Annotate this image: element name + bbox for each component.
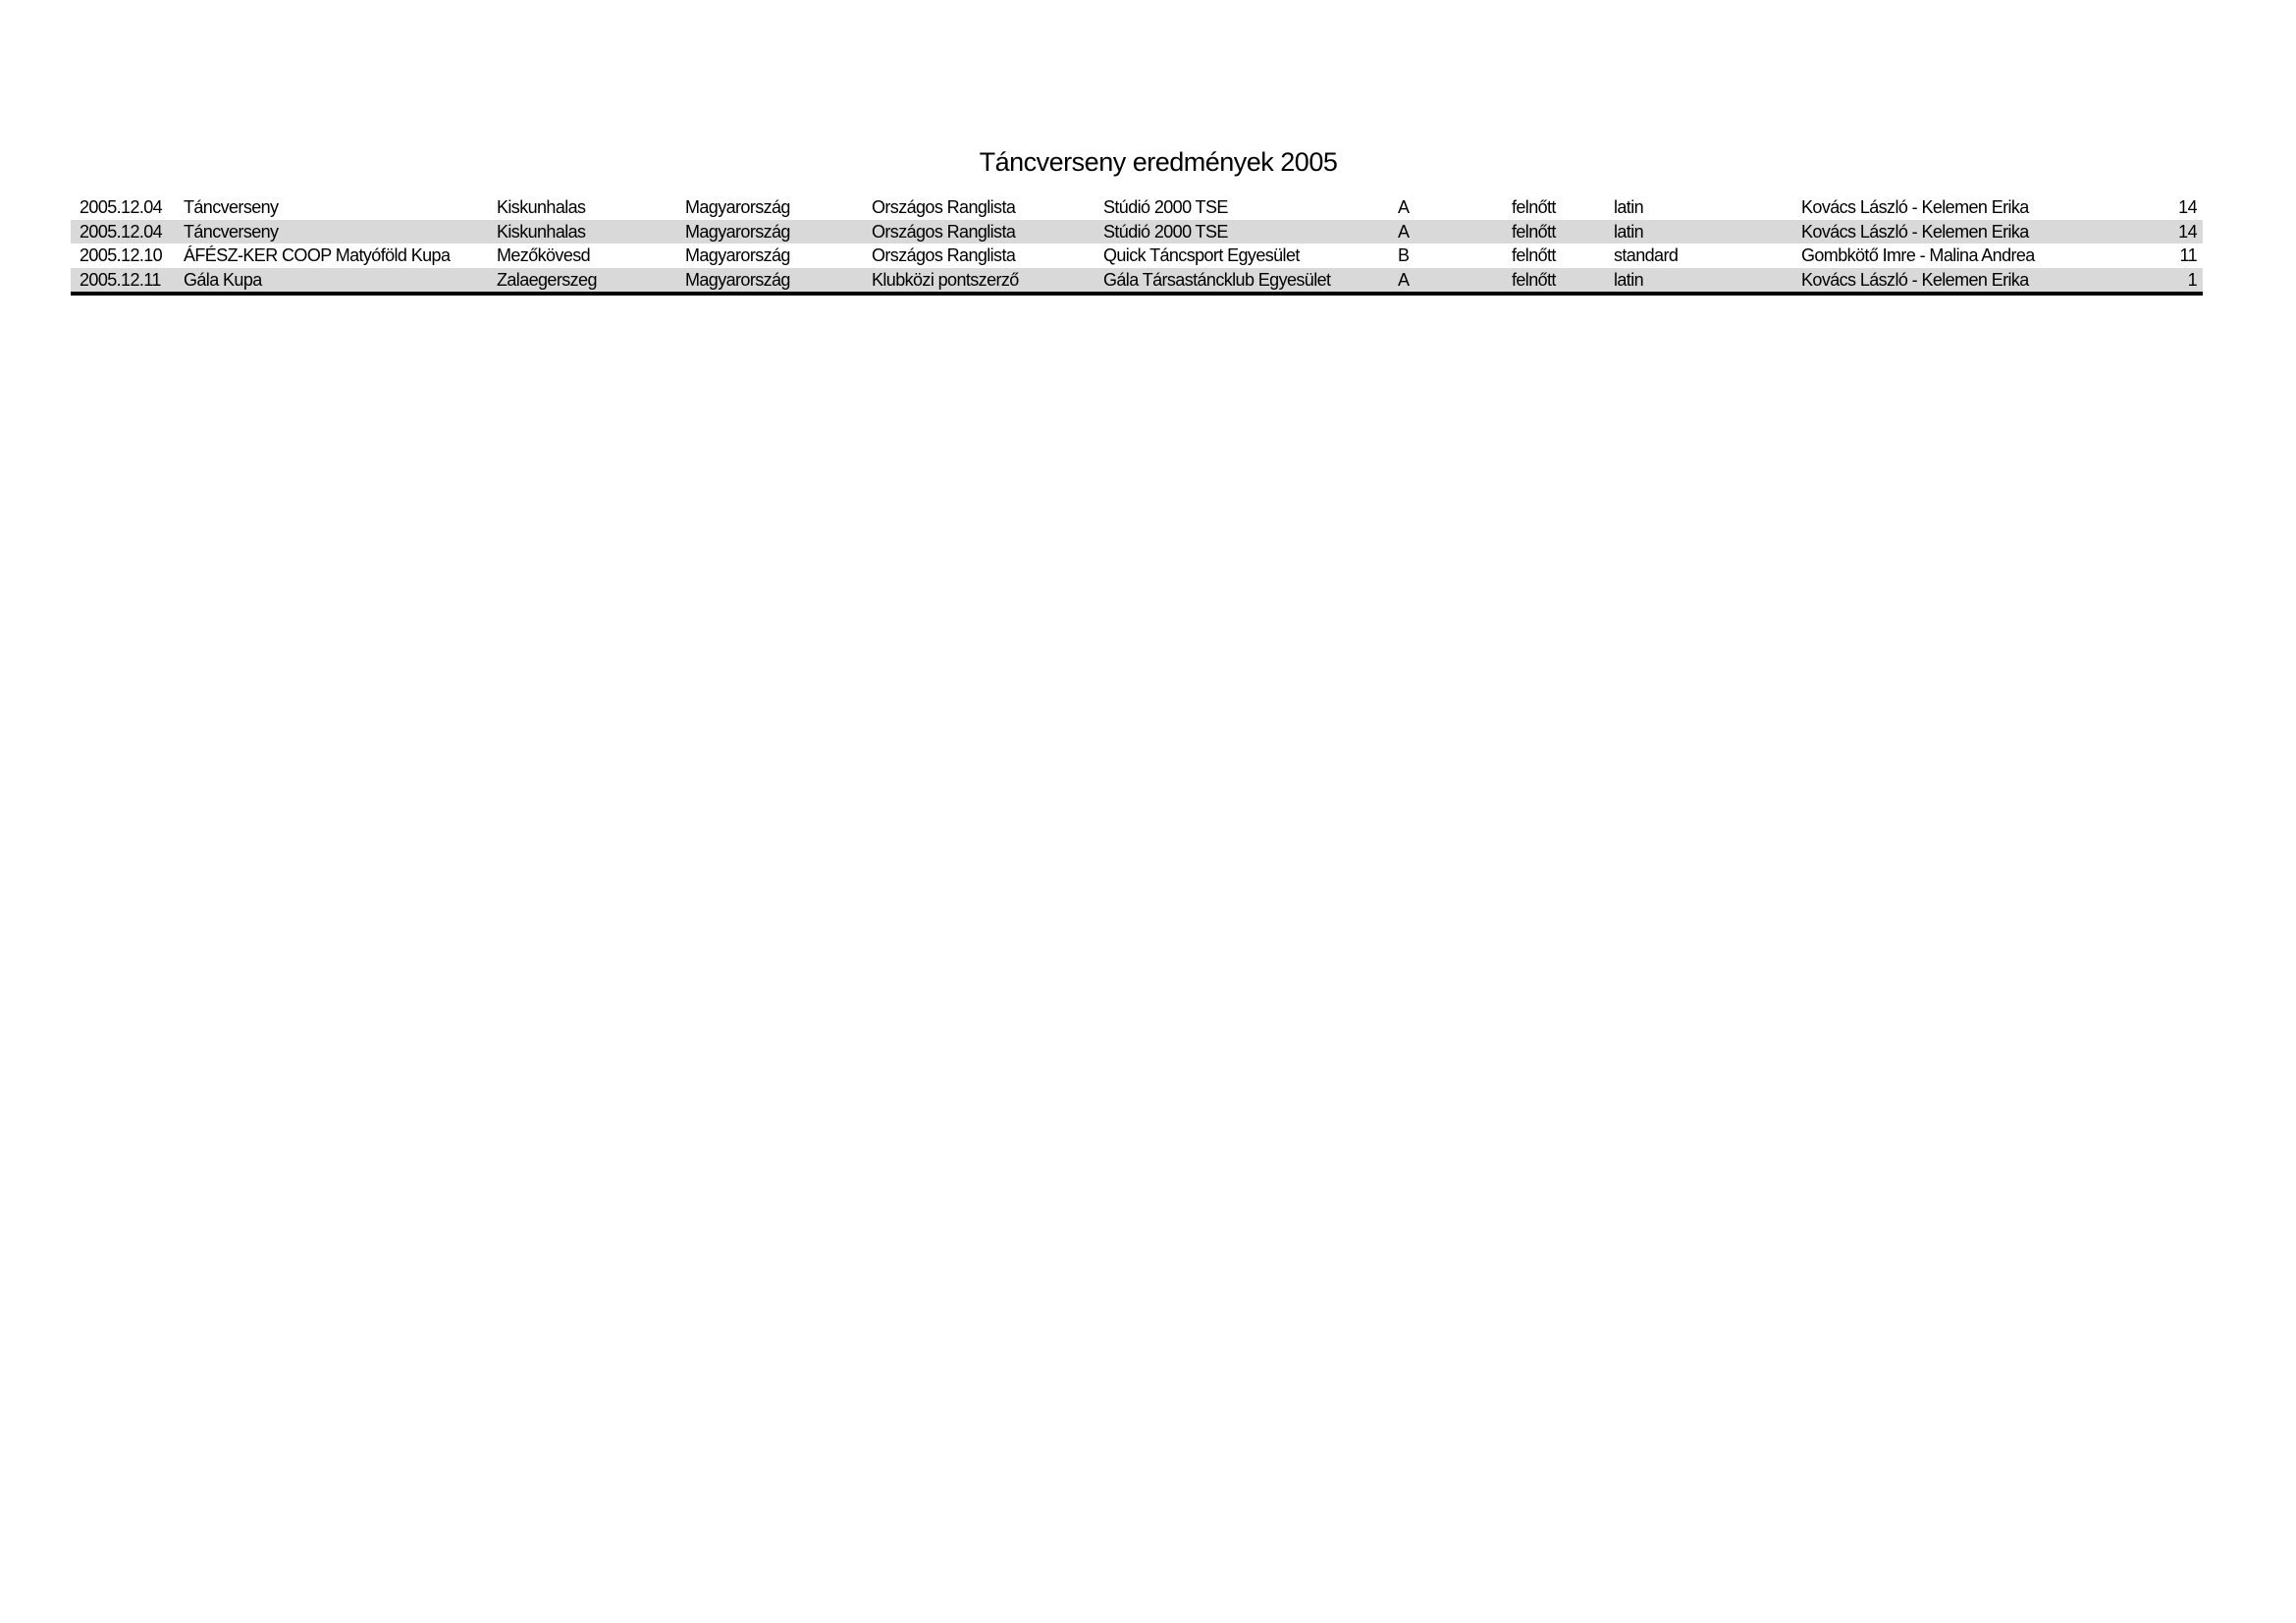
cell-placement: 11 — [2179, 245, 2198, 265]
cell-city: Zalaegerszeg — [497, 269, 597, 290]
cell-club: Stúdió 2000 TSE — [1103, 221, 1228, 242]
cell-style: standard — [1614, 245, 1679, 265]
cell-competition-type: Országos Ranglista — [872, 197, 1016, 217]
cell-couple: Kovács László - Kelemen Erika — [1801, 269, 2029, 290]
cell-country: Magyarország — [685, 269, 790, 290]
cell-date: 2005.12.04 — [80, 197, 163, 217]
cell-couple: Kovács László - Kelemen Erika — [1801, 197, 2029, 217]
cell-event: Táncverseny — [184, 197, 279, 217]
cell-city: Mezőkövesd — [497, 245, 591, 265]
cell-class: A — [1398, 269, 1410, 290]
cell-placement: 1 — [2187, 269, 2198, 290]
cell-event: Táncverseny — [184, 221, 279, 242]
table-row: 2005.12.04 Táncverseny Kiskunhalas Magyaror… — [71, 219, 2203, 243]
cell-competition-type: Országos Ranglista — [872, 221, 1016, 242]
cell-date: 2005.12.11 — [80, 269, 161, 290]
cell-event: Gála Kupa — [184, 269, 262, 290]
cell-couple: Kovács László - Kelemen Erika — [1801, 221, 2029, 242]
cell-event: ÁFÉSZ-KER COOP Matyóföld Kupa — [184, 245, 451, 265]
cell-club: Stúdió 2000 TSE — [1103, 197, 1228, 217]
cell-city: Kiskunhalas — [497, 197, 586, 217]
cell-age-group: felnőtt — [1512, 269, 1556, 290]
table-row: 2005.12.11 Gála Kupa Zalaegerszeg Magyarors… — [71, 267, 2203, 292]
cell-class: A — [1398, 197, 1410, 217]
page-title: Táncverseny eredmények 2005 — [979, 147, 1338, 177]
cell-date: 2005.12.10 — [80, 245, 163, 265]
table-row: 2005.12.04 Táncverseny Kiskunhalas Magyaror… — [71, 195, 2203, 220]
cell-style: latin — [1614, 197, 1644, 217]
cell-style: latin — [1614, 269, 1644, 290]
cell-style: latin — [1614, 221, 1644, 242]
cell-competition-type: Klubközi pontszerző — [872, 269, 1019, 290]
cell-class: B — [1398, 245, 1410, 265]
cell-age-group: felnőtt — [1512, 197, 1556, 217]
cell-club: Gála Társastáncklub Egyesület — [1103, 269, 1331, 290]
cell-date: 2005.12.04 — [80, 221, 163, 242]
results-table: 2005.12.04 Táncverseny Kiskunhalas Magyaror… — [71, 195, 2203, 296]
cell-country: Magyarország — [685, 197, 790, 217]
cell-age-group: felnőtt — [1512, 221, 1556, 242]
table-row: 2005.12.10 ÁFÉSZ-KER COOP Matyóföld Kupa M… — [71, 243, 2203, 268]
cell-age-group: felnőtt — [1512, 245, 1556, 265]
cell-competition-type: Országos Ranglista — [872, 245, 1016, 265]
cell-city: Kiskunhalas — [497, 221, 586, 242]
cell-class: A — [1398, 221, 1410, 242]
cell-club: Quick Táncsport Egyesület — [1103, 245, 1300, 265]
cell-couple: Gombkötő Imre - Malina Andrea — [1801, 245, 2035, 265]
cell-placement: 14 — [2178, 197, 2197, 217]
cell-country: Magyarország — [685, 245, 790, 265]
cell-placement: 14 — [2178, 221, 2197, 242]
cell-country: Magyarország — [685, 221, 790, 242]
